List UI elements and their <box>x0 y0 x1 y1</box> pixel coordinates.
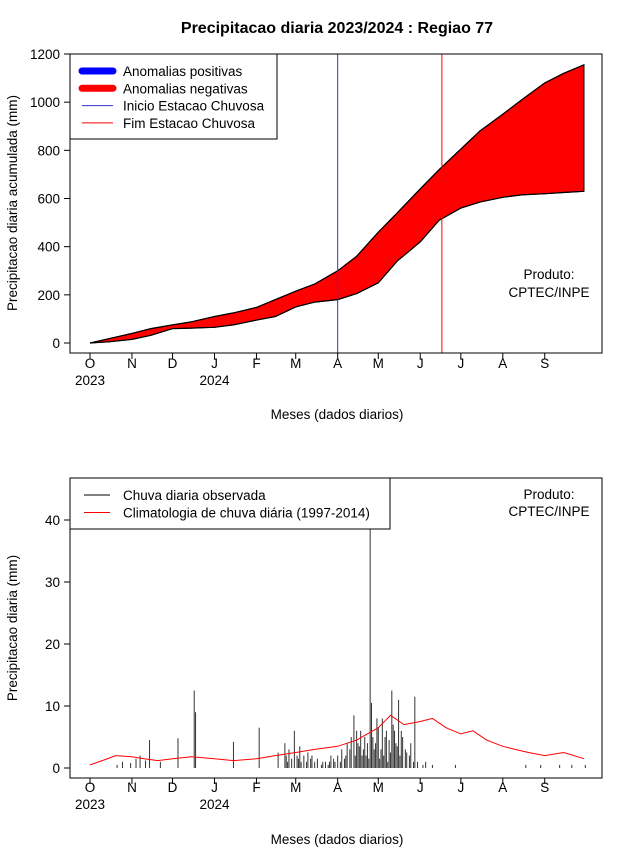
chart-title: Precipitacao diaria 2023/2024 : Regiao 7… <box>181 20 493 37</box>
x-tick-label: D <box>168 356 178 371</box>
x-tick-label: J <box>417 356 424 371</box>
x-tick-label: M <box>290 356 301 371</box>
x-tick-label: N <box>127 780 137 795</box>
y-tick-label: 20 <box>45 637 60 652</box>
bottom-plot-area <box>89 526 586 768</box>
y-tick-label: 1000 <box>30 95 60 110</box>
bottom-y-axis: 0 10 20 30 40 <box>45 513 71 776</box>
y-tick-label: 800 <box>37 143 60 158</box>
x-tick-label: M <box>290 780 301 795</box>
y-tick-label: 600 <box>37 192 60 207</box>
y-tick-label: 0 <box>52 336 60 351</box>
x-tick-label: O <box>85 780 96 795</box>
x-tick-label: J <box>457 780 464 795</box>
y-tick-label: 30 <box>45 575 60 590</box>
top-y-axis: 0 200 400 600 800 1000 1200 <box>30 47 71 351</box>
x-tick-label: A <box>333 356 342 371</box>
y-tick-label: 0 <box>52 761 60 776</box>
bottom-x-axis-label: Meses (dados diarios) <box>271 832 404 847</box>
top-annotation-produto: Produto: <box>523 267 574 282</box>
bottom-y-axis-label: Precipitacao diaria (mm) <box>5 555 20 701</box>
x-tick-label: F <box>252 780 260 795</box>
legend-label: Fim Estacao Chuvosa <box>123 116 256 131</box>
y-tick-label: 400 <box>37 240 60 255</box>
y-tick-label: 200 <box>37 288 60 303</box>
x-tick-label: J <box>457 356 464 371</box>
x-tick-label: A <box>498 356 507 371</box>
y-tick-label: 10 <box>45 699 60 714</box>
x-tick-label: M <box>373 780 384 795</box>
x-tick-label: M <box>373 356 384 371</box>
legend-label: Anomalias negativas <box>123 81 248 96</box>
legend-label: Inicio Estacao Chuvosa <box>123 99 265 114</box>
top-legend: Anomalias positivas Anomalias negativas In… <box>69 53 278 140</box>
x-tick-label: N <box>127 356 137 371</box>
bottom-legend: Chuva diaria observada Climatologia de ch… <box>69 477 391 530</box>
legend-label: Climatologia de chuva diária (1997-2014) <box>123 506 370 521</box>
x-tick-label: F <box>252 356 260 371</box>
top-y-axis-label: Precipitacao diaria acumulada (mm) <box>5 95 20 311</box>
x-year-label: 2024 <box>199 797 230 812</box>
climatology-daily-line <box>89 714 585 766</box>
x-tick-label: S <box>540 780 549 795</box>
top-x-axis-label: Meses (dados diarios) <box>271 407 404 422</box>
x-tick-label: S <box>540 356 549 371</box>
y-tick-label: 1200 <box>30 47 60 62</box>
x-tick-label: J <box>211 356 218 371</box>
bottom-panel: 0 10 20 30 40 O N D J F M A M J J A S 2023 2024 Meses (da… <box>5 477 603 847</box>
legend-label: Anomalias positivas <box>123 64 243 79</box>
top-annotation-cptec: CPTEC/INPE <box>508 285 589 300</box>
x-tick-label: D <box>168 780 178 795</box>
x-year-label: 2023 <box>75 797 105 812</box>
x-year-label: 2023 <box>75 373 105 388</box>
top-panel: Precipitacao diaria 2023/2024 : Regiao 7… <box>5 20 603 422</box>
bottom-x-axis: O N D J F M A M J J A S 2023 2024 <box>75 777 549 812</box>
x-tick-label: J <box>211 780 218 795</box>
bottom-annotation-produto: Produto: <box>523 487 574 502</box>
observed-cumulative-line <box>89 190 585 344</box>
legend-label: Chuva diaria observada <box>123 488 266 503</box>
bottom-annotation-cptec: CPTEC/INPE <box>508 504 589 519</box>
top-plot-area <box>89 54 585 353</box>
bottom-legend-box <box>69 477 391 530</box>
x-year-label: 2024 <box>199 373 230 388</box>
x-tick-label: A <box>333 780 342 795</box>
top-x-axis: O N D J F M A M J J A S 2023 2024 <box>75 352 549 388</box>
y-tick-label: 40 <box>45 513 60 528</box>
x-tick-label: O <box>85 356 96 371</box>
x-tick-label: A <box>498 780 507 795</box>
x-tick-label: J <box>417 780 424 795</box>
